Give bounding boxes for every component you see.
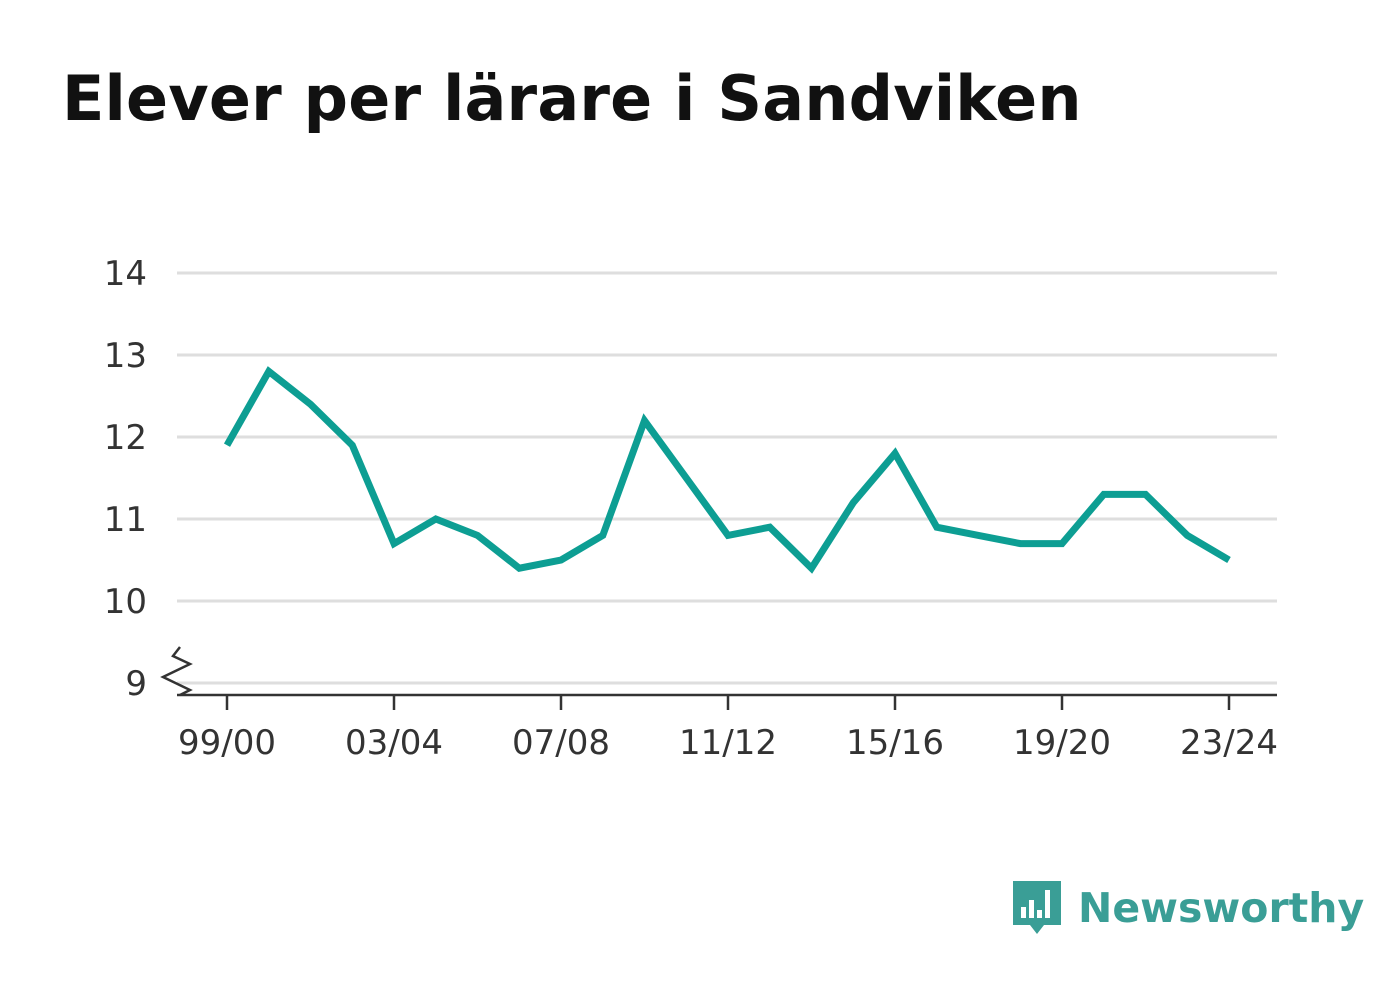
x-axis [160, 646, 1277, 710]
data-point-04-05 [432, 516, 439, 523]
data-point-09-10 [641, 417, 648, 424]
data-point-21-22 [1142, 491, 1149, 498]
data-point-18-19 [1017, 540, 1024, 547]
y-tick-label-9: 9 [125, 664, 147, 704]
data-point-16-17 [933, 524, 940, 531]
y-tick-label-12: 12 [104, 418, 147, 458]
y-axis-labels: 9 10 11 12 13 14 [104, 254, 147, 704]
x-tick-label-19-20: 19/20 [1013, 723, 1111, 763]
data-point-13-14 [808, 565, 815, 572]
data-point-99-00 [224, 442, 231, 449]
data-point-19-20 [1059, 540, 1066, 547]
x-axis-labels: 99/00 03/04 07/08 11/12 15/16 19/20 23/24 [178, 723, 1278, 763]
data-point-15-16 [892, 450, 899, 457]
data-point-01-02 [307, 401, 314, 408]
data-point-17-18 [975, 532, 982, 539]
x-tick-label-99-00: 99/00 [178, 723, 276, 763]
x-tick-label-23-24: 23/24 [1180, 723, 1278, 763]
y-tick-label-14: 14 [104, 254, 147, 294]
data-point-06-07 [516, 565, 523, 572]
data-point-05-06 [474, 532, 481, 539]
series-group [223, 366, 1233, 574]
x-tick-label-07-08: 07/08 [512, 723, 610, 763]
gridlines [177, 271, 1277, 685]
chart-title: Elever per lärare i Sandviken [62, 62, 1082, 135]
data-point-22-23 [1184, 532, 1191, 539]
y-tick-label-10: 10 [104, 582, 147, 622]
data-point-02-03 [349, 442, 356, 449]
data-point-11-12 [725, 532, 732, 539]
data-point-00-01 [265, 368, 272, 375]
newsworthy-brand: Newsworthy [1010, 878, 1364, 938]
x-tick-label-11-12: 11/12 [679, 723, 777, 763]
data-point-10-11 [683, 475, 690, 482]
y-tick-label-11: 11 [104, 500, 147, 540]
data-point-07-08 [558, 557, 565, 564]
data-point-08-09 [599, 532, 606, 539]
brand-name: Newsworthy [1078, 884, 1365, 932]
bar-chart-speech-icon [1013, 881, 1061, 934]
x-tick-label-15-16: 15/16 [846, 723, 944, 763]
data-point-20-21 [1100, 491, 1107, 498]
series-line-0 [223, 366, 1231, 574]
data-point-12-13 [766, 524, 773, 531]
y-tick-label-13: 13 [104, 336, 147, 376]
x-tick-label-03-04: 03/04 [345, 723, 443, 763]
data-point-03-04 [391, 540, 398, 547]
data-point-23-24 [1226, 557, 1233, 564]
axis-break-icon [160, 646, 193, 697]
data-point-14-15 [850, 499, 857, 506]
